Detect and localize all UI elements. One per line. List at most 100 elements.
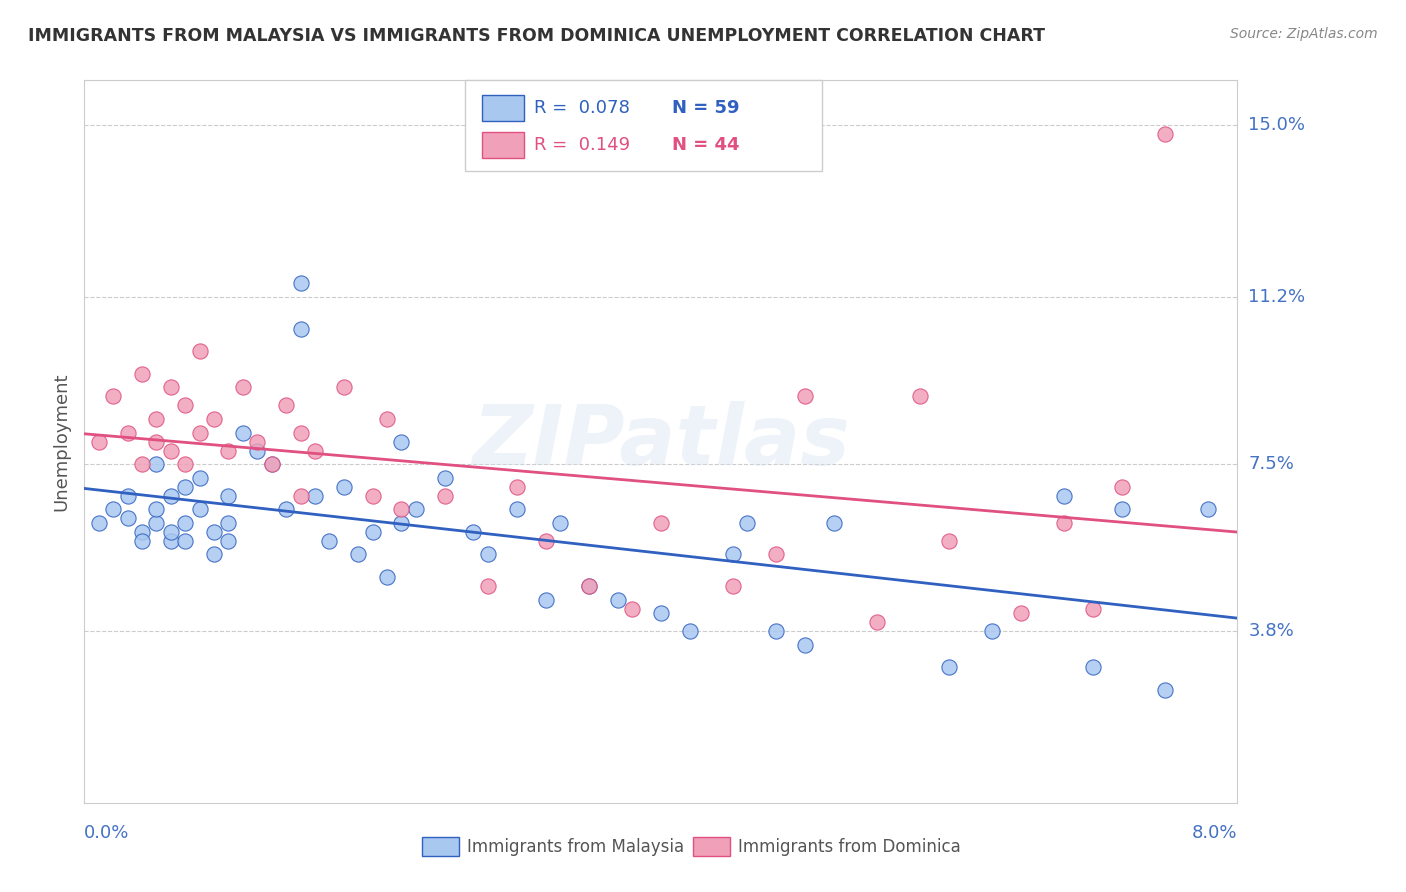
Point xyxy=(1053,489,1076,503)
Point xyxy=(391,502,413,516)
Point xyxy=(333,380,356,394)
Point xyxy=(361,524,384,539)
Point xyxy=(117,425,139,440)
Point xyxy=(188,425,211,440)
Point xyxy=(721,548,744,562)
Point xyxy=(131,533,153,548)
Point xyxy=(87,516,110,530)
Point xyxy=(188,344,211,359)
Point xyxy=(188,502,211,516)
Point xyxy=(650,606,672,620)
Point xyxy=(463,524,485,539)
Point xyxy=(737,516,759,530)
Point xyxy=(823,516,845,530)
Point xyxy=(1154,682,1177,697)
Point xyxy=(866,615,889,630)
Point xyxy=(188,471,211,485)
Text: R =  0.078: R = 0.078 xyxy=(534,100,630,118)
Point xyxy=(304,489,326,503)
Point xyxy=(103,502,124,516)
Point xyxy=(910,389,932,403)
Point xyxy=(145,502,167,516)
Point xyxy=(246,443,269,458)
Point xyxy=(131,367,153,381)
FancyBboxPatch shape xyxy=(482,132,523,158)
Point xyxy=(131,457,153,471)
Point xyxy=(534,533,557,548)
Point xyxy=(218,533,240,548)
Point xyxy=(131,524,153,539)
Point xyxy=(391,434,413,449)
Point xyxy=(938,660,960,674)
Point xyxy=(679,624,702,639)
Point xyxy=(1083,660,1105,674)
Point xyxy=(202,412,225,426)
Point xyxy=(433,471,456,485)
Point xyxy=(160,443,183,458)
Point xyxy=(650,516,672,530)
Point xyxy=(232,425,254,440)
Text: 11.2%: 11.2% xyxy=(1249,288,1306,306)
Point xyxy=(117,511,139,525)
Point xyxy=(174,480,197,494)
Point xyxy=(290,425,312,440)
Point xyxy=(477,579,499,593)
Point xyxy=(1154,128,1177,142)
Point xyxy=(606,592,628,607)
Point xyxy=(375,412,398,426)
Text: Immigrants from Dominica: Immigrants from Dominica xyxy=(738,838,960,855)
Point xyxy=(981,624,1004,639)
Point xyxy=(290,489,312,503)
Point xyxy=(160,533,183,548)
Point xyxy=(506,480,529,494)
Text: N = 59: N = 59 xyxy=(672,100,740,118)
Point xyxy=(232,380,254,394)
Point xyxy=(794,389,817,403)
Point xyxy=(375,570,398,584)
Text: 0.0%: 0.0% xyxy=(84,824,129,842)
Y-axis label: Unemployment: Unemployment xyxy=(52,372,70,511)
Text: 15.0%: 15.0% xyxy=(1249,117,1305,135)
Text: N = 44: N = 44 xyxy=(672,136,740,153)
Point xyxy=(938,533,960,548)
Point xyxy=(103,389,124,403)
Point xyxy=(433,489,456,503)
Point xyxy=(794,638,817,652)
Point xyxy=(202,524,225,539)
Point xyxy=(1053,516,1076,530)
FancyBboxPatch shape xyxy=(693,838,730,856)
Text: 8.0%: 8.0% xyxy=(1192,824,1237,842)
Point xyxy=(276,502,298,516)
Point xyxy=(160,489,183,503)
Point xyxy=(160,380,183,394)
Point xyxy=(405,502,427,516)
Point xyxy=(578,579,600,593)
Point xyxy=(765,624,787,639)
Point xyxy=(304,443,326,458)
FancyBboxPatch shape xyxy=(465,80,823,170)
Point xyxy=(218,516,240,530)
Point xyxy=(290,321,312,335)
Point xyxy=(260,457,283,471)
Point xyxy=(174,398,197,412)
Point xyxy=(1083,601,1105,615)
Text: R =  0.149: R = 0.149 xyxy=(534,136,630,153)
Text: 3.8%: 3.8% xyxy=(1249,623,1294,640)
Point xyxy=(1198,502,1220,516)
Point xyxy=(290,277,312,291)
Point xyxy=(621,601,644,615)
Point xyxy=(347,548,370,562)
Point xyxy=(477,548,499,562)
Point xyxy=(318,533,340,548)
Point xyxy=(145,457,167,471)
Point xyxy=(276,398,298,412)
Point xyxy=(578,579,600,593)
Text: ZIPatlas: ZIPatlas xyxy=(472,401,849,482)
Point xyxy=(145,516,167,530)
Point xyxy=(260,457,283,471)
Point xyxy=(174,533,197,548)
Point xyxy=(218,443,240,458)
Point xyxy=(1111,502,1133,516)
FancyBboxPatch shape xyxy=(422,838,460,856)
Point xyxy=(721,579,744,593)
